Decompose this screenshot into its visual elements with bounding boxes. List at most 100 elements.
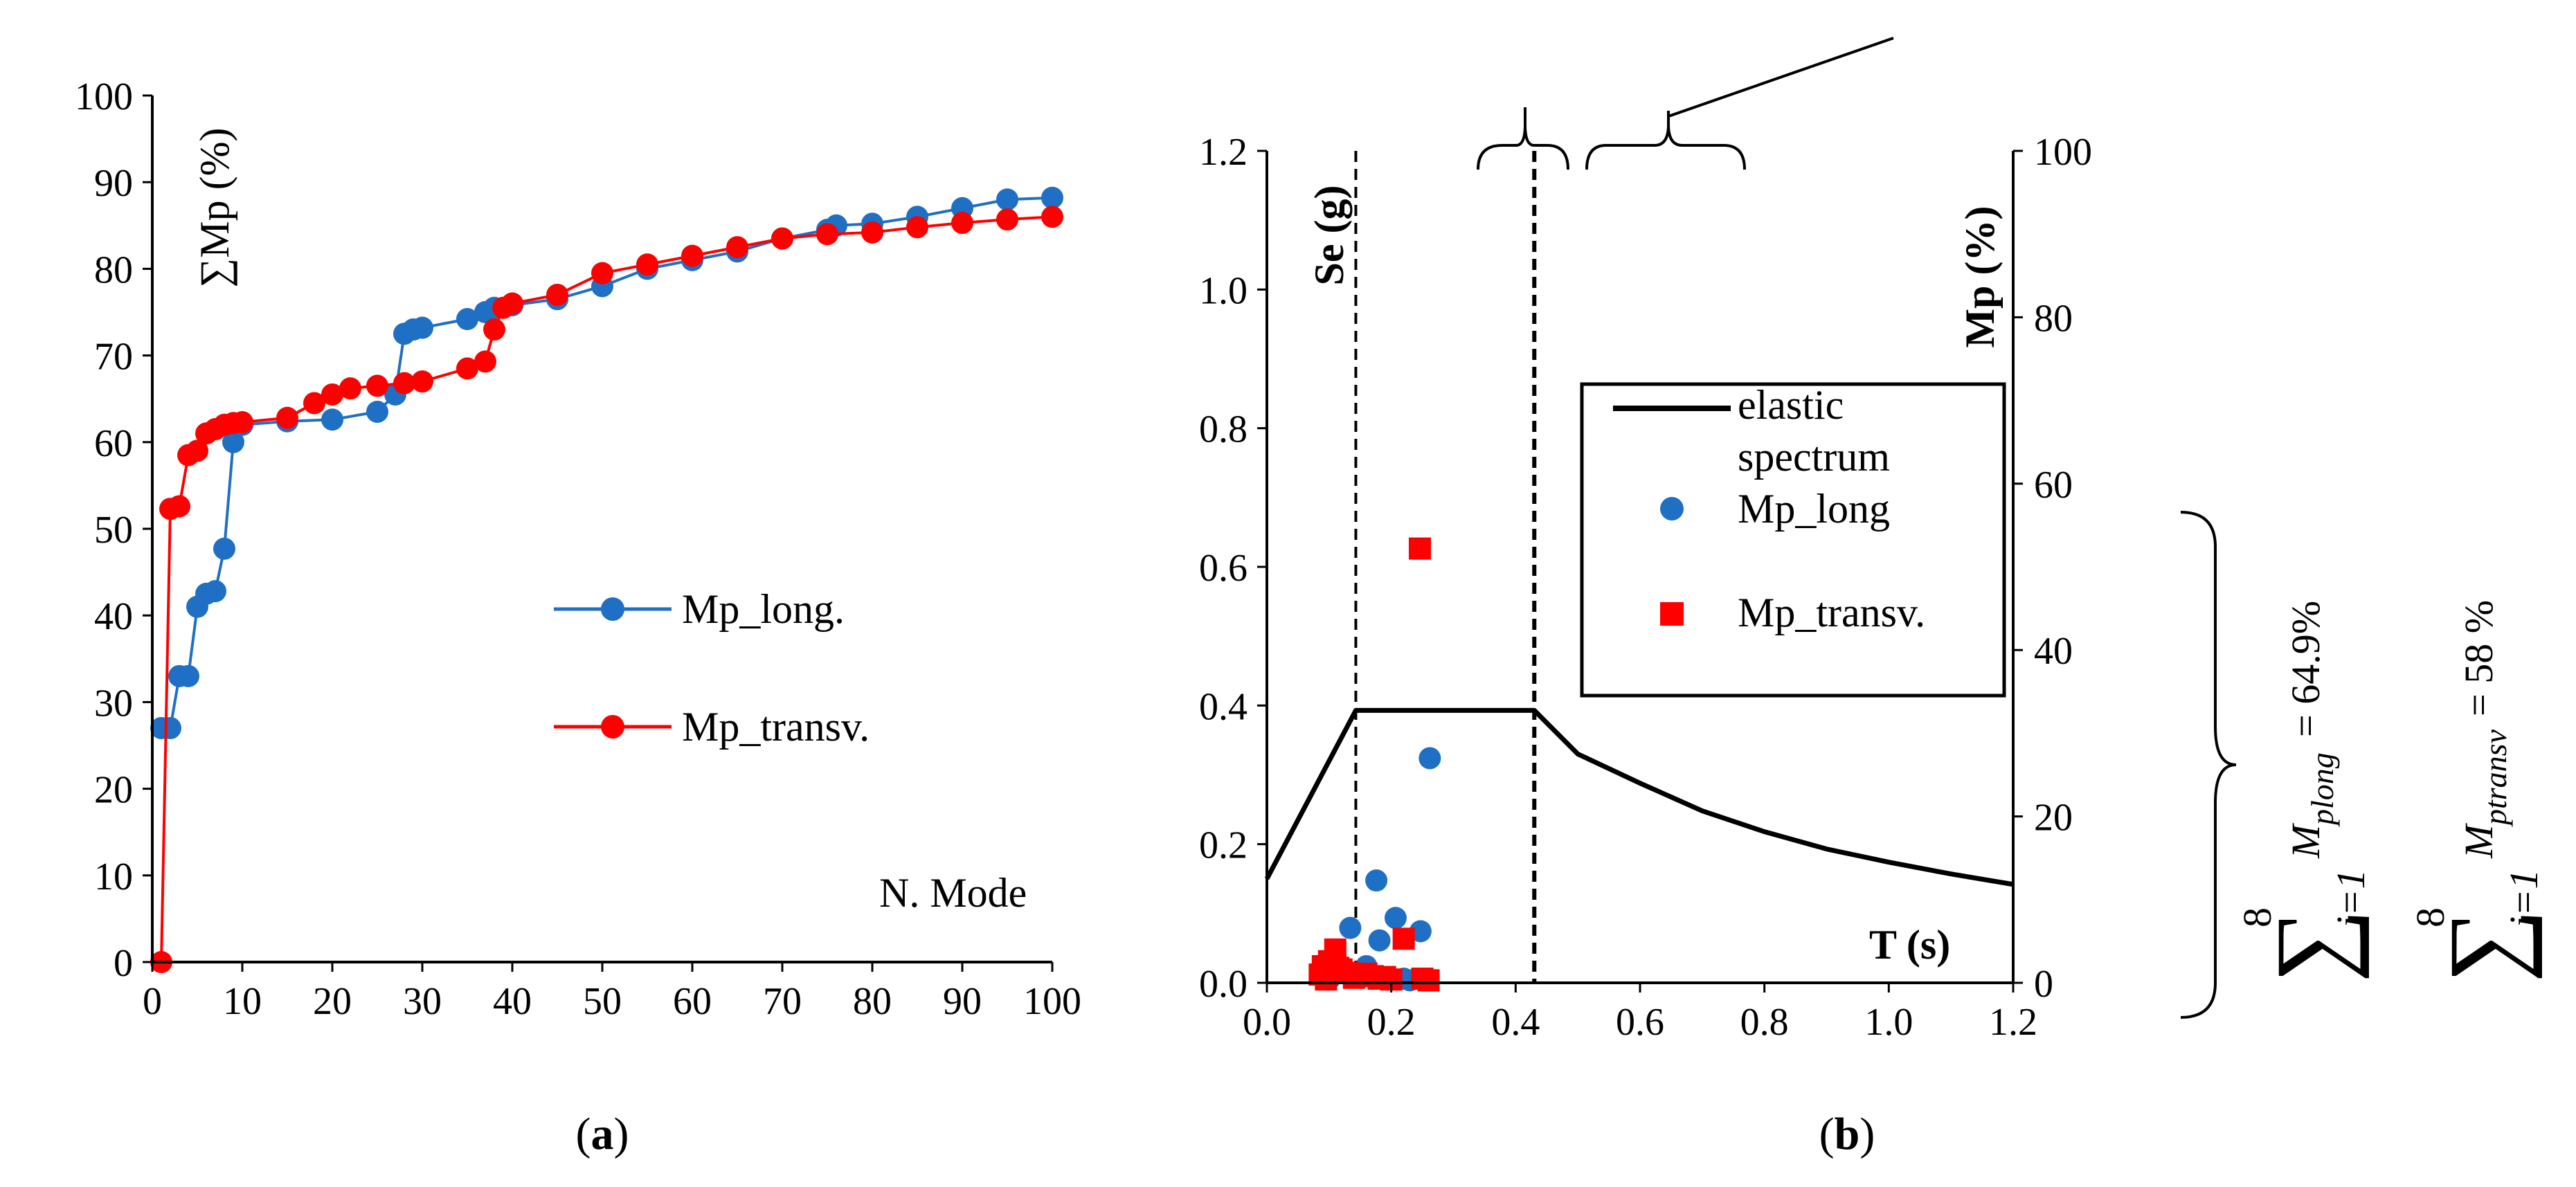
chart-b-ylabel-right: Mp (%)	[1957, 206, 2003, 348]
chart-a-point-transv	[168, 495, 190, 518]
pointer-line	[1668, 37, 1894, 118]
chart-a-point-transv	[456, 357, 478, 380]
chart-b-ytick-label: 0.4	[1199, 685, 1248, 728]
chart-a-point-transv	[339, 377, 361, 400]
sum-transv-sigma: ∑	[2428, 909, 2543, 983]
chart-a-line-transv	[160, 215, 1053, 963]
sum-transv-sub: ptransv	[2478, 729, 2513, 827]
chart-b-xlabel: T (s)	[1869, 922, 1950, 968]
chart-b-legend: elastic spectrum Mp_long Mp_transv.	[1580, 382, 2006, 698]
sum-long-value: = 64.9%	[2283, 601, 2328, 737]
legend-b-transv-label: Mp_transv.	[1738, 590, 1925, 635]
chart-a-point-transv	[951, 212, 973, 235]
chart-a-point-transv	[303, 392, 325, 415]
chart-a-ytick-label: 70	[94, 336, 133, 379]
chart-b-xtick-label: 0.2	[1367, 1001, 1416, 1044]
legend-a-transv-label: Mp_transv.	[682, 704, 870, 750]
chart-a-point-transv	[1041, 206, 1063, 228]
chart-a-point-transv	[771, 227, 793, 250]
chart-a-xtick-label: 0	[143, 980, 162, 1023]
legend-a-long-marker	[601, 597, 624, 621]
sum-long-annotation: ∑ 8 i=1 M plong = 64.9%	[2235, 601, 2373, 983]
chart-b-xtick-label: 1.2	[1989, 1001, 2037, 1044]
legend-a-long-label: Mp_long.	[682, 586, 845, 632]
chart-a-point-transv	[996, 208, 1018, 231]
sum-long-lower: i=1	[2328, 869, 2373, 927]
chart-a-ytick-label: 50	[94, 509, 133, 552]
chart-b-point-transv	[1321, 961, 1344, 984]
chart-a-xtick-label: 70	[763, 980, 802, 1023]
chart-a-ytick-label: 60	[94, 422, 133, 465]
sum-transv-value: = 58 %	[2456, 600, 2501, 716]
chart-a-xtick-label: 50	[583, 980, 622, 1023]
chart-b-point-long	[1384, 907, 1407, 930]
chart-a-ytick-label: 0	[114, 942, 133, 985]
chart-b-spectrum-line	[1264, 707, 2014, 887]
chart-a-point-long	[321, 408, 343, 431]
sum-long-sub: plong	[2305, 752, 2340, 827]
legend-b-long-label: Mp_long	[1738, 486, 1890, 532]
chart-a-point-transv	[276, 406, 298, 429]
caption-b: (b)	[1819, 1109, 1875, 1159]
chart-a-xtick-label: 90	[943, 980, 982, 1023]
chart-b-ytick-right-label: 40	[2034, 630, 2073, 673]
chart-a-xtick-label: 80	[853, 980, 892, 1023]
chart-b-point-transv	[1417, 969, 1440, 992]
chart-b-ytick-label: 0.2	[1199, 824, 1248, 867]
legend-b-spectrum-label: elastic	[1738, 382, 1844, 428]
chart-a-point-transv	[483, 318, 505, 341]
sum-long-sigma: ∑	[2255, 909, 2370, 983]
chart-a-point-long	[159, 716, 181, 739]
sum-transv-annotation: ∑ 8 i=1 M ptransv = 58 %	[2408, 600, 2546, 983]
chart-a-ytick-label: 30	[94, 682, 133, 725]
chart-a-point-long	[1041, 186, 1063, 209]
chart-b: 0.0 0.2 0.4 0.6 0.8 1.0 1.2 0.0 0.2 0.4 0.6 0.8 1.0 1…	[1199, 37, 2092, 1159]
chart-a-xtick-label: 40	[493, 980, 532, 1023]
caption-b-letter: b	[1835, 1109, 1860, 1159]
sum-long-expr: M	[2283, 823, 2328, 859]
chart-a-point-long	[996, 188, 1018, 211]
chart-a-xtick-label: 20	[313, 980, 352, 1023]
chart-a-xtick-label: 10	[223, 980, 262, 1023]
chart-b-ytick-right-label: 20	[2034, 797, 2073, 840]
chart-a-ytick-label: 20	[94, 769, 133, 812]
sum-transv-expr: M	[2456, 823, 2501, 859]
chart-b-xtick-label: 0.8	[1740, 1001, 1789, 1044]
chart-b-point-long	[1339, 916, 1362, 939]
sum-transv-lower: i=1	[2501, 869, 2546, 927]
chart-a-point-transv	[861, 221, 883, 244]
chart-b-point-long	[1418, 747, 1441, 770]
chart-b-ytick-right-label: 80	[2034, 297, 2073, 340]
chart-a-ytick-label: 10	[94, 855, 133, 898]
chart-b-point-long	[1409, 920, 1432, 943]
chart-b-ytick-label: 1.2	[1199, 131, 1248, 174]
chart-a-ytick-label: 100	[75, 75, 133, 118]
chart-b-ytick-right-label: 100	[2034, 131, 2092, 174]
chart-a: 0 10 20 30 40 50 60 70 80 90 100 0 10 20 30 40 50 60 70 80 9…	[75, 75, 1081, 1159]
chart-b-point-transv	[1367, 967, 1390, 990]
chart-a-point-long	[177, 664, 199, 687]
chart-b-point-transv	[1408, 537, 1431, 560]
legend-b-transv-marker	[1660, 602, 1684, 626]
chart-a-legend: Mp_long. Mp_transv.	[554, 586, 870, 750]
chart-b-point-long	[1365, 869, 1388, 892]
chart-a-point-long	[411, 316, 433, 339]
chart-a-xlabel: N. Mode	[879, 870, 1027, 916]
chart-a-xtick-label: 60	[673, 980, 712, 1023]
chart-a-point-transv	[546, 283, 568, 306]
chart-a-ytick-label: 40	[94, 595, 133, 638]
sum-transv-upper: 8	[2408, 907, 2453, 927]
caption-a: (a)	[576, 1109, 629, 1159]
chart-a-point-transv	[321, 383, 343, 406]
chart-b-ytick-label: 0.8	[1199, 408, 1248, 451]
chart-b-ytick-label: 0.6	[1199, 547, 1248, 590]
chart-a-point-long	[222, 431, 244, 453]
chart-b-ytick-right-label: 0	[2034, 963, 2053, 1006]
caption-a-letter: a	[591, 1109, 614, 1159]
chart-b-point-transv	[1392, 927, 1415, 950]
chart-a-point-transv	[501, 292, 523, 315]
chart-a-point-transv	[186, 440, 208, 462]
legend-a-transv-marker	[601, 715, 624, 739]
chart-a-point-transv	[474, 350, 496, 373]
